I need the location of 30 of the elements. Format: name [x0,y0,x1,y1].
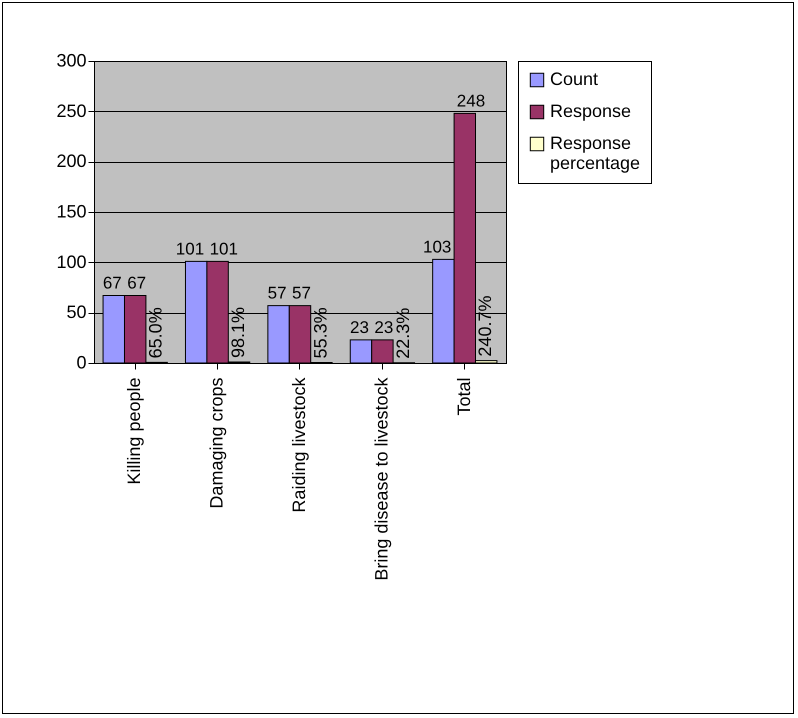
x-tick-label: Killing people [124,378,144,485]
data-label: 67 [102,274,122,293]
legend-label: Response percentage [550,133,640,173]
data-label: 101 [210,239,238,258]
y-tick-label: 150 [56,202,86,222]
legend-label: Response [550,101,632,121]
x-tick-label: Damaging crops [206,378,227,509]
data-label: 57 [292,284,311,303]
y-tick-label: 300 [56,50,86,70]
data-label: 240.7% [475,296,496,357]
data-label: 57 [268,284,287,303]
data-label: 23 [350,318,369,337]
data-label: 23 [374,318,394,337]
data-label: 103 [423,237,452,256]
data-label: 248 [456,91,486,110]
data-label: 55.3% [310,307,330,358]
legend-label: Count [550,69,598,89]
x-tick-label: Raiding livestock [289,376,309,513]
y-tick-label: 50 [66,302,86,322]
data-label: 98.1% [228,306,248,358]
x-tick-label: Bring disease to livestock [371,376,392,581]
y-tick-label: 200 [56,151,86,172]
y-tick-label: 250 [56,100,86,121]
x-tick-label: Total [454,378,474,416]
y-tick-label: 100 [56,252,86,272]
y-tick-label: 0 [76,352,86,372]
data-label: 65.0% [146,307,166,358]
data-label: 67 [127,274,146,293]
data-label: 101 [176,239,204,258]
data-label: 22.3% [392,308,413,359]
